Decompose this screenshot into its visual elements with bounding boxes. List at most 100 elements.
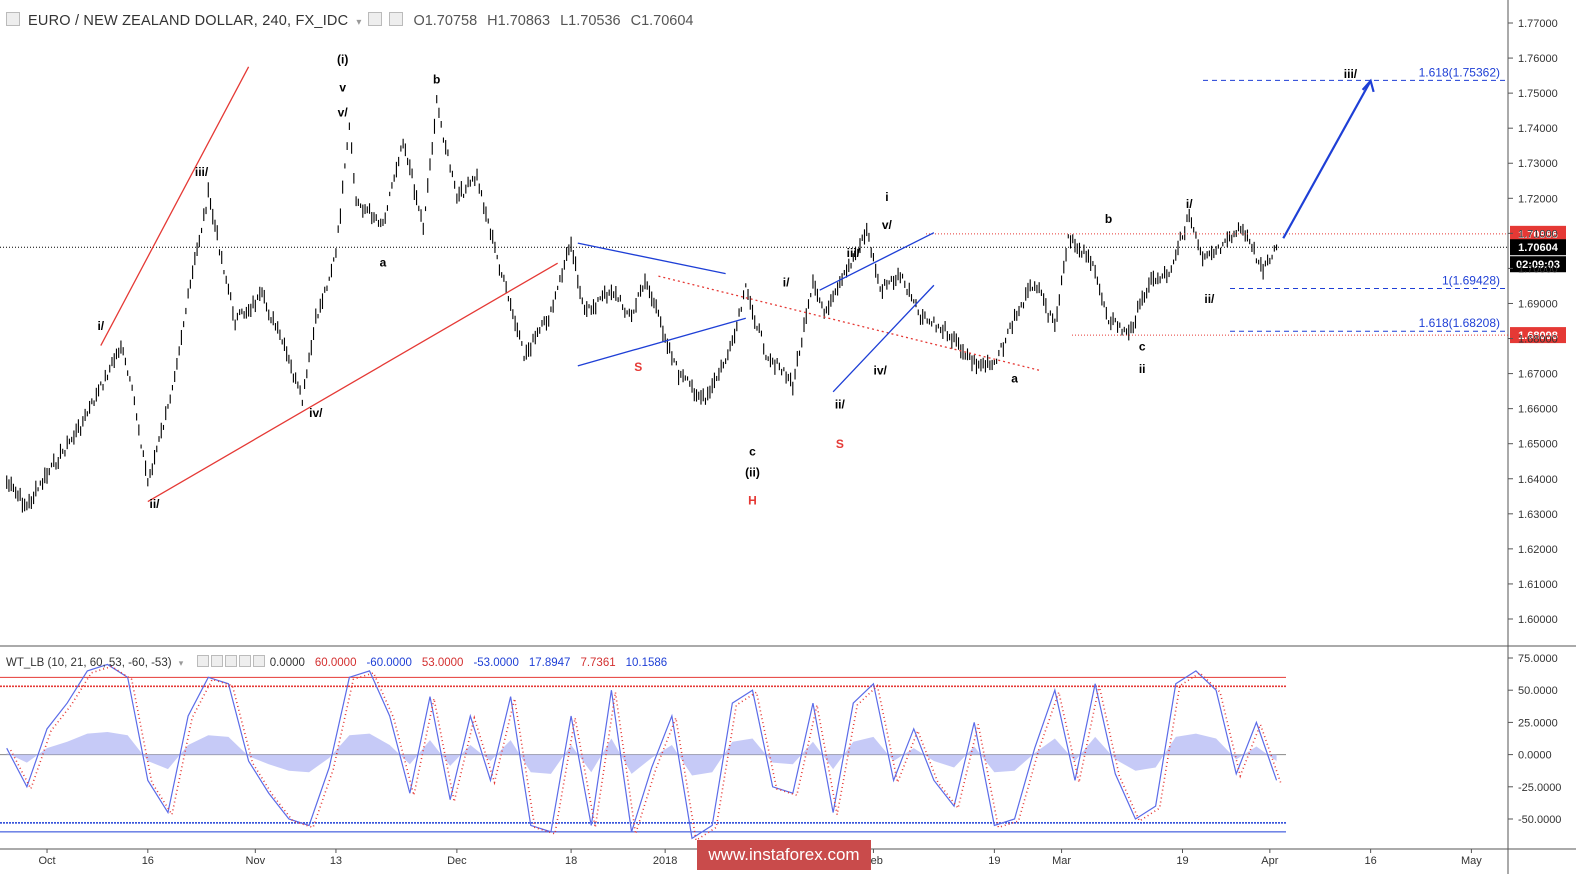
low-value: L1.70536 (560, 13, 621, 29)
x-tick-label: Oct (38, 855, 55, 867)
wave-label: (ii) (745, 465, 760, 479)
y-tick-label: 1.75000 (1518, 88, 1558, 100)
eye-icon[interactable] (196, 655, 209, 667)
x-tick-label: Nov (246, 855, 266, 867)
indicator-values: 0.0000 60.0000 -60.0000 53.0000 -53.0000 17.8… (270, 657, 678, 669)
y-tick-label: 1.74000 (1518, 123, 1558, 135)
y-tick-label: 1.66000 (1518, 404, 1558, 416)
y-tick-label: 1.73000 (1518, 158, 1558, 170)
price-series (6, 95, 1278, 513)
x-tick-label: 19 (1176, 855, 1188, 867)
indicator-name[interactable]: WT_LB (10, 21, 60, 53, -60, -53) (6, 657, 172, 669)
osc-y-tick-label: 75.0000 (1518, 653, 1558, 665)
wave-label: H (748, 493, 757, 507)
settings-icon[interactable] (389, 12, 404, 26)
y-tick-label: 1.60000 (1518, 614, 1558, 626)
blue-triangle-lower (577, 317, 746, 367)
osc-y-tick-label: -25.0000 (1518, 782, 1561, 794)
wave-label: v/ (882, 218, 893, 232)
blue-wedge-lower (832, 284, 935, 393)
wave-label: ii/ (835, 397, 846, 411)
wave-label: i (885, 190, 888, 204)
price-level-box (1510, 327, 1566, 344)
more-icon[interactable] (252, 655, 265, 667)
drawings: 1.618(1.75362) 1(1.69428) 1.618(1.68208) (100, 65, 1508, 503)
wave-label: c (749, 444, 756, 458)
settings-icon[interactable] (210, 655, 223, 667)
wave-label: iii/ (1344, 67, 1358, 81)
oscillator (0, 663, 1286, 842)
wave-label: S (836, 437, 844, 451)
osc-y-tick-label: 0.0000 (1518, 750, 1552, 762)
indicator-value: 10.1586 (625, 657, 668, 669)
close-icon[interactable] (224, 655, 237, 667)
collapse-icon[interactable] (6, 12, 20, 26)
wave-label: i/ (97, 319, 104, 333)
x-tick-label: Dec (447, 855, 467, 867)
y-tick-label: 1.64000 (1518, 474, 1558, 486)
countdown-box (1510, 256, 1566, 273)
x-tick-label: 13 (330, 855, 342, 867)
symbol-title[interactable]: EURO / NEW ZEALAND DOLLAR, 240, FX_IDC (28, 13, 349, 29)
wave-label: (i) (337, 52, 348, 66)
osc-y-tick-label: -50.0000 (1518, 814, 1561, 826)
price-level-label: 1.70986 (1518, 229, 1558, 241)
x-tick-label: 18 (565, 855, 577, 867)
eye-icon[interactable] (368, 12, 383, 26)
wave-label: i/ (1186, 197, 1193, 211)
forecast-arrow (1282, 80, 1372, 239)
watermark[interactable]: www.instaforex.com (697, 840, 871, 870)
wave-label: a (1011, 371, 1018, 385)
price-level-box (1510, 225, 1566, 242)
wave-label: iv/ (309, 406, 323, 420)
osc-histogram (6, 732, 1277, 776)
indicator-value: 0.0000 (269, 657, 305, 669)
y-tick-label: 1.77000 (1518, 18, 1558, 30)
wave-label: c (1139, 339, 1146, 353)
osc-wt2-line (10, 665, 1282, 842)
price-level-box (1510, 239, 1566, 256)
axis-ticks: 1.77000 1.76000 1.75000 1.74000 1.73000 1.720… (38, 18, 1561, 867)
indicator-value: 7.7361 (580, 657, 616, 669)
fib-level-label: 1.618(1.75362) (1419, 65, 1500, 79)
blue-triangle-upper (577, 242, 726, 275)
x-tick-label: 2018 (653, 855, 677, 867)
wave-label: iii/ (195, 165, 209, 179)
x-tick-label: 16 (142, 855, 154, 867)
x-tick-label: May (1461, 855, 1482, 867)
indicator-value: 60.0000 (314, 657, 357, 669)
fib-level-label: 1(1.69428) (1442, 273, 1500, 287)
osc-y-tick-label: 25.0000 (1518, 717, 1558, 729)
wave-label: v/ (338, 106, 349, 120)
indicator-value: -53.0000 (473, 657, 519, 669)
add-icon[interactable] (238, 655, 251, 667)
y-tick-label: 1.70000 (1518, 263, 1558, 275)
y-tick-label: 1.68000 (1518, 334, 1558, 346)
blue-wedge-upper (819, 232, 935, 291)
wave-label: i/ (783, 276, 790, 290)
wave-label: iii/ (847, 246, 861, 260)
fib-level-label: 1.618(1.68208) (1419, 316, 1500, 330)
price-level-label: 1.68098 (1518, 330, 1558, 342)
forecast-arrowhead (1361, 78, 1375, 93)
chevron-down-icon[interactable]: ▾ (356, 17, 362, 28)
y-tick-label: 1.76000 (1518, 53, 1558, 65)
indicator-value: -60.0000 (366, 657, 412, 669)
chevron-down-icon[interactable]: ▾ (178, 658, 184, 668)
indicator-value: 53.0000 (421, 657, 464, 669)
wave-label: ii (1139, 362, 1146, 376)
osc-y-tick-label: 50.0000 (1518, 685, 1558, 697)
open-value: O1.70758 (413, 13, 478, 29)
wave-label: S (634, 360, 642, 374)
y-tick-label: 1.72000 (1518, 193, 1558, 205)
y-tick-label: 1.65000 (1518, 439, 1558, 451)
y-tick-label: 1.67000 (1518, 369, 1558, 381)
wave-label: iv/ (873, 364, 887, 378)
y-tick-label: 1.71000 (1518, 228, 1558, 240)
close-value: C1.70604 (630, 13, 694, 29)
y-tick-label: 1.63000 (1518, 509, 1558, 521)
